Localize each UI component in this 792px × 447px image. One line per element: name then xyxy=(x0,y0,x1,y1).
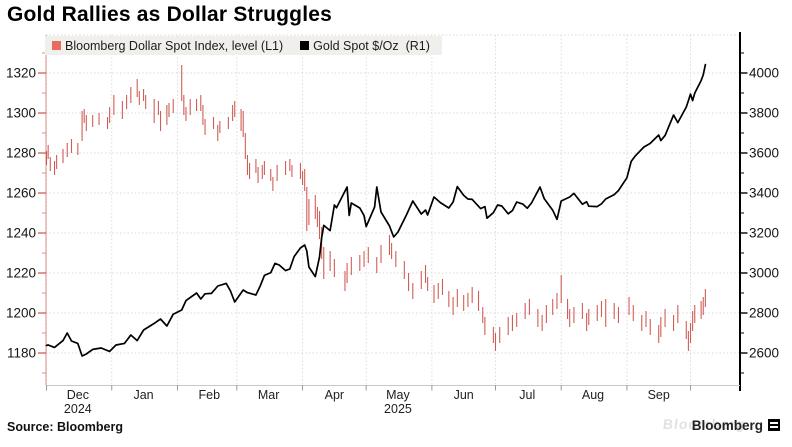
svg-text:1220: 1220 xyxy=(6,266,36,281)
svg-text:Feb: Feb xyxy=(199,388,221,402)
svg-text:1260: 1260 xyxy=(6,186,36,201)
svg-text:Jul: Jul xyxy=(519,388,535,402)
svg-text:Jun: Jun xyxy=(454,388,474,402)
chart-title: Gold Rallies as Dollar Struggles xyxy=(7,3,332,26)
svg-text:4000: 4000 xyxy=(749,66,779,81)
svg-text:Aug: Aug xyxy=(582,388,604,402)
legend-item-dollar-index: Bloomberg Dollar Spot Index, level (L1) xyxy=(52,39,283,53)
svg-text:1240: 1240 xyxy=(6,226,36,241)
svg-text:3400: 3400 xyxy=(749,186,779,201)
legend-label-gold-spot: Gold Spot $/Oz (R1) xyxy=(313,38,430,53)
x-axis: Dec Jan Feb Mar Apr May Jun Jul Aug Sep 2024 2025 xyxy=(46,385,740,416)
svg-text:3800: 3800 xyxy=(749,106,779,121)
right-axis: 4000 3800 3600 3400 3200 3000 2800 2600 xyxy=(739,32,779,391)
svg-text:2025: 2025 xyxy=(384,402,412,416)
chart-legend: Bloomberg Dollar Spot Index, level (L1) … xyxy=(45,36,442,55)
svg-text:Apr: Apr xyxy=(325,388,344,402)
svg-text:May: May xyxy=(386,388,410,402)
svg-text:Mar: Mar xyxy=(258,388,280,402)
legend-item-gold-spot: Gold Spot $/Oz (R1) xyxy=(300,39,430,53)
dollar-index-series xyxy=(45,65,706,351)
svg-text:3200: 3200 xyxy=(749,226,779,241)
legend-label-dollar-index: Bloomberg Dollar Spot Index, level (L1) xyxy=(65,38,284,53)
svg-text:1180: 1180 xyxy=(7,346,36,361)
bloomberg-branding: Bloomberg Bloomberg xyxy=(662,414,780,436)
bloomberg-logo-icon xyxy=(768,419,780,431)
gold-spot-series xyxy=(45,63,707,357)
svg-text:3600: 3600 xyxy=(749,146,779,161)
gridlines xyxy=(46,34,740,385)
left-axis: 1320 1300 1280 1260 1240 1220 1200 1180 xyxy=(6,35,47,385)
svg-text:Jan: Jan xyxy=(133,388,153,402)
svg-text:1280: 1280 xyxy=(6,146,36,161)
gold-spot-swatch-icon xyxy=(300,41,310,50)
svg-text:1320: 1320 xyxy=(6,66,36,81)
svg-text:Sep: Sep xyxy=(648,388,670,402)
svg-text:3000: 3000 xyxy=(749,266,779,281)
svg-text:2600: 2600 xyxy=(749,346,779,361)
svg-text:2800: 2800 xyxy=(749,306,779,321)
svg-text:1200: 1200 xyxy=(6,306,36,321)
dollar-index-swatch-icon xyxy=(52,41,61,50)
bloomberg-logo-text: Bloomberg xyxy=(691,417,763,433)
svg-text:2024: 2024 xyxy=(64,402,92,416)
svg-text:1300: 1300 xyxy=(6,106,36,121)
source-attribution: Source: Bloomberg xyxy=(7,420,123,434)
svg-text:Dec: Dec xyxy=(67,388,89,402)
